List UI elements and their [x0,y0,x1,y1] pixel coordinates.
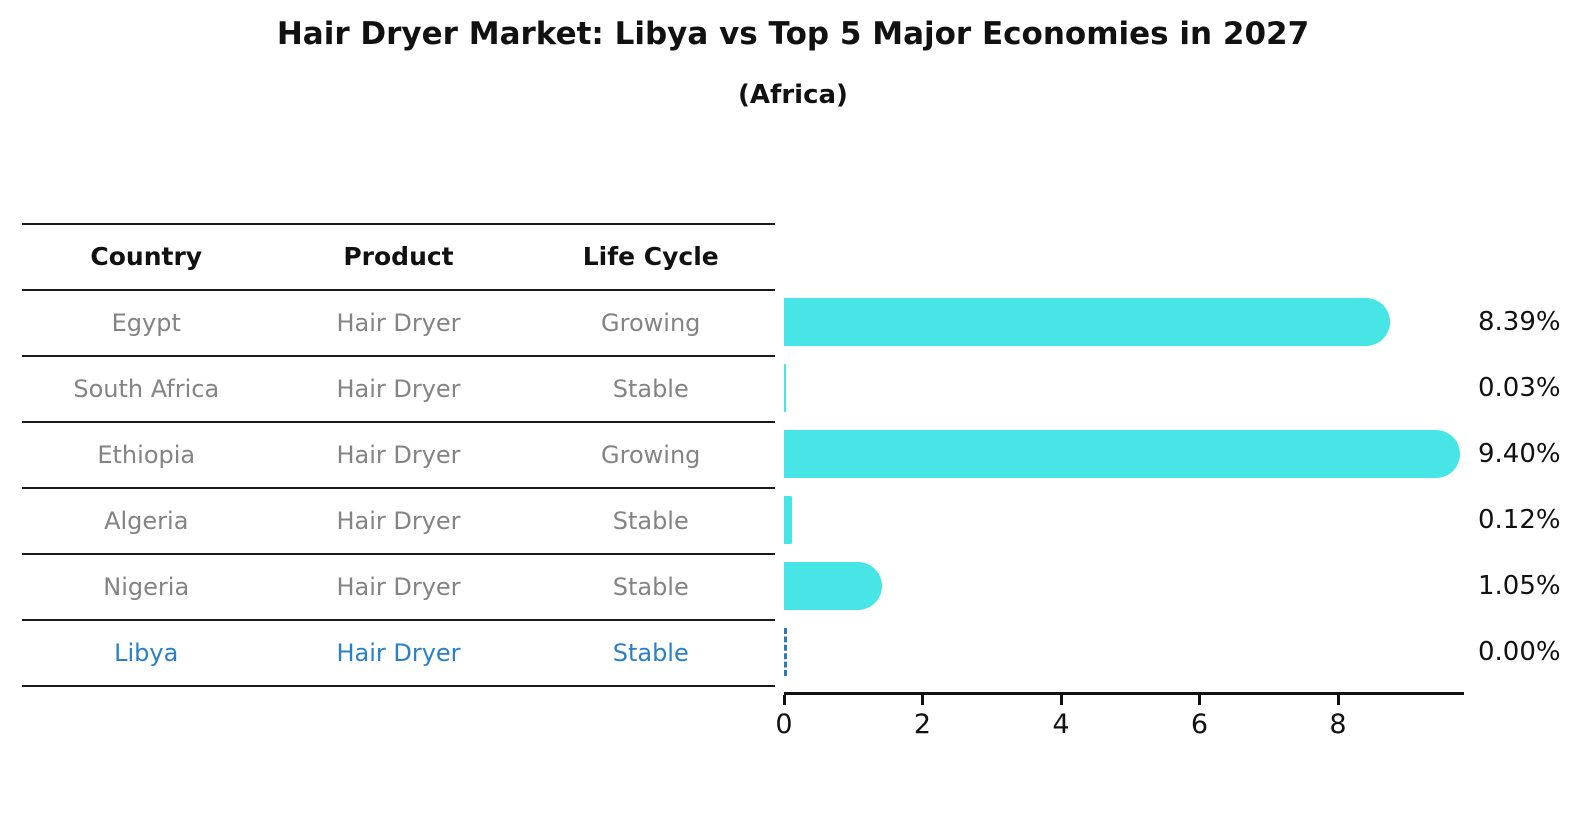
table-row-south-africa: South Africa Hair Dryer Stable [22,355,775,421]
table-header-row: Country Product Life Cycle [22,223,775,289]
x-tick-mark [1336,695,1340,705]
country-table: Country Product Life Cycle Egypt Hair Dr… [22,223,775,687]
cell-country: Egypt [111,309,181,337]
bar-row-egypt: 8.39% [784,289,1586,355]
bar-south-africa [784,364,787,412]
cell-product: Hair Dryer [336,309,461,337]
cell-life-cycle: Stable [612,507,689,535]
bar-row-south-africa: 0.03% [784,355,1586,421]
bar-value-label: 0.12% [1478,505,1561,535]
cell-country: Algeria [104,507,189,535]
table-row-libya: Libya Hair Dryer Stable [22,619,775,685]
x-axis: 0 2 4 6 8 [775,692,1464,742]
cell-country: Ethiopia [97,441,196,469]
table-row-nigeria: Nigeria Hair Dryer Stable [22,553,775,619]
cell-life-cycle: Growing [601,441,701,469]
cell-country: South Africa [73,375,220,403]
x-tick-label: 8 [1329,709,1347,740]
bar-egypt [784,298,1390,346]
chart-subtitle: (Africa) [738,80,848,110]
x-tick-label: 0 [775,709,793,740]
bar-value-label: 9.40% [1478,439,1561,469]
bar-row-algeria: 0.12% [784,487,1586,553]
bar-row-libya: 0.00% [784,619,1586,685]
bar-plot-area: 8.39% 0.03% 9.40% 0.12% 1.05% 0.00% [784,289,1586,685]
cell-product: Hair Dryer [336,507,461,535]
x-tick-label: 2 [913,709,932,740]
x-tick-label: 6 [1190,709,1209,740]
cell-life-cycle: Stable [612,375,689,403]
cell-product: Hair Dryer [336,441,461,469]
cell-life-cycle: Growing [601,309,701,337]
x-tick-mark [783,695,786,705]
cell-country: Nigeria [103,573,190,601]
column-header-country: Country [90,242,203,271]
bar-value-label: 0.00% [1478,637,1561,667]
x-tick-mark [1059,695,1063,705]
x-tick-mark [921,695,925,705]
bar-ethiopia [784,430,1460,478]
x-tick-mark [1198,695,1202,705]
bar-value-label: 8.39% [1478,307,1561,337]
bar-row-nigeria: 1.05% [784,553,1586,619]
cell-product: Hair Dryer [336,375,461,403]
chart-title: Hair Dryer Market: Libya vs Top 5 Major … [276,16,1310,52]
bar-row-ethiopia: 9.40% [784,421,1586,487]
cell-life-cycle: Stable [612,573,689,601]
bar-value-label: 0.03% [1478,373,1561,403]
x-tick-label: 4 [1052,709,1070,740]
cell-life-cycle: Stable [612,639,689,667]
table-row-algeria: Algeria Hair Dryer Stable [22,487,775,553]
bar-libya-zero-marker [784,628,787,676]
cell-product: Hair Dryer [336,573,461,601]
bar-algeria [784,496,793,544]
column-header-life-cycle: Life Cycle [582,242,719,271]
bar-nigeria [784,562,882,610]
table-row-ethiopia: Ethiopia Hair Dryer Growing [22,421,775,487]
column-header-product: Product [343,242,454,271]
bar-value-label: 1.05% [1478,571,1561,601]
table-row-egypt: Egypt Hair Dryer Growing [22,289,775,355]
cell-product: Hair Dryer [336,639,461,667]
cell-country: Libya [114,639,179,667]
